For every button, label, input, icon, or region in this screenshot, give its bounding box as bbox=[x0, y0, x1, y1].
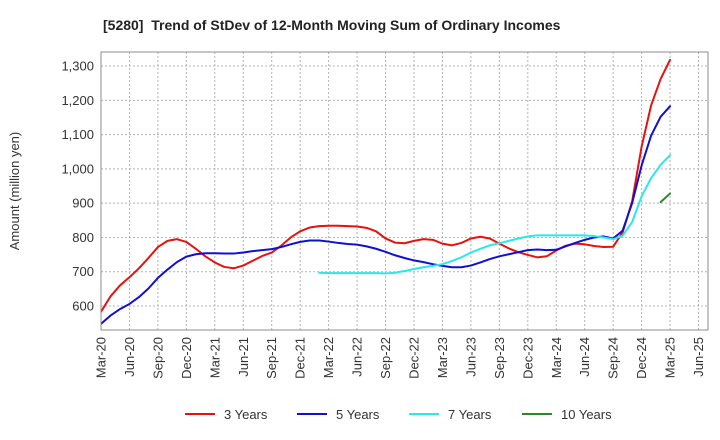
legend: 3 Years 5 Years 7 Years 10 Years bbox=[185, 407, 612, 422]
x-tick-label: Sep-24 bbox=[606, 337, 621, 379]
x-tick-label: Sep-23 bbox=[492, 337, 507, 379]
legend-label: 7 Years bbox=[448, 407, 492, 422]
x-tick-label: Jun-25 bbox=[691, 337, 706, 377]
x-tick-label: Mar-22 bbox=[321, 337, 336, 378]
legend-item: 10 Years bbox=[522, 407, 612, 422]
y-tick-label: 1,300 bbox=[61, 59, 94, 74]
x-tick-label: Jun-21 bbox=[236, 337, 251, 377]
x-tick-label: Dec-20 bbox=[179, 337, 194, 379]
x-tick-label: Dec-21 bbox=[293, 337, 308, 379]
x-tick-label: Jun-23 bbox=[463, 337, 478, 377]
y-tick-label: 1,200 bbox=[61, 93, 94, 108]
x-tick-label: Mar-20 bbox=[94, 337, 109, 378]
x-axis-ticks: Mar-20 Jun-20 Sep-20 Dec-20 Mar-21 Jun-21 Sep-… bbox=[94, 337, 707, 379]
x-tick-label: Jun-22 bbox=[350, 337, 365, 377]
legend-item: 7 Years bbox=[409, 407, 492, 422]
x-tick-label: Sep-20 bbox=[150, 337, 165, 379]
y-tick-label: 600 bbox=[72, 299, 94, 314]
x-tick-label: Jun-20 bbox=[122, 337, 137, 377]
x-tick-label: Mar-24 bbox=[549, 337, 564, 378]
legend-item: 3 Years bbox=[185, 407, 268, 422]
gridlines bbox=[100, 52, 708, 330]
y-axis-ticks: 600 700 800 900 1,000 1,100 1,200 1,300 bbox=[61, 59, 94, 314]
x-tick-label: Mar-21 bbox=[207, 337, 222, 378]
plot-frame bbox=[100, 51, 709, 331]
x-tick-label: Dec-22 bbox=[406, 337, 421, 379]
x-tick-label: Dec-24 bbox=[634, 337, 649, 379]
y-tick-label: 700 bbox=[72, 264, 94, 279]
x-tick-label: Sep-22 bbox=[378, 337, 393, 379]
chart-title: [5280] Trend of StDev of 12-Month Moving… bbox=[103, 17, 561, 33]
x-tick-label: Sep-21 bbox=[264, 337, 279, 379]
legend-label: 3 Years bbox=[224, 407, 268, 422]
x-tick-label: Mar-23 bbox=[435, 337, 450, 378]
y-tick-label: 1,000 bbox=[61, 161, 94, 176]
series-line-7-years bbox=[318, 154, 672, 275]
x-tick-label: Mar-25 bbox=[663, 337, 678, 378]
legend-item: 5 Years bbox=[297, 407, 380, 422]
y-tick-label: 900 bbox=[72, 196, 94, 211]
y-tick-label: 1,100 bbox=[61, 127, 94, 142]
y-axis-label: Amount (million yen) bbox=[7, 132, 22, 251]
plot-area bbox=[101, 52, 708, 330]
series-group bbox=[101, 58, 672, 325]
series-line-10-years bbox=[659, 192, 672, 204]
y-tick-label: 800 bbox=[72, 230, 94, 245]
x-tick-label: Dec-23 bbox=[520, 337, 535, 379]
series-line-5-years bbox=[101, 105, 672, 325]
legend-label: 5 Years bbox=[336, 407, 380, 422]
legend-label: 10 Years bbox=[561, 407, 612, 422]
x-tick-label: Jun-24 bbox=[577, 337, 592, 377]
